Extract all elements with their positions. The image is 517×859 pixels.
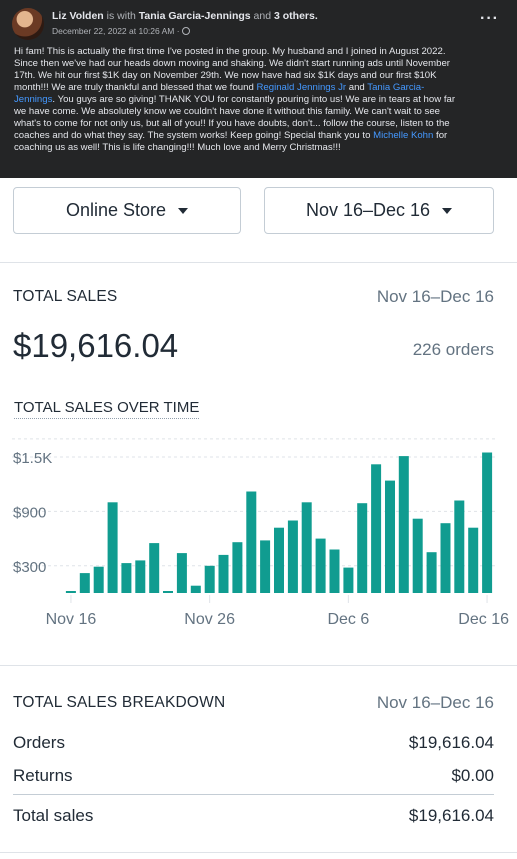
x-tick-label: Nov 16: [46, 611, 97, 628]
returns-row-value: $0.00: [451, 766, 494, 785]
sales-bar[interactable]: [149, 543, 160, 593]
sales-bar[interactable]: [176, 553, 187, 593]
y-tick-label: $1.5K: [13, 450, 52, 467]
sales-bar-chart: $300 $900 $1.5K Nov 16 Nov 26 Dec 6 Dec 16: [12, 438, 509, 628]
sales-bar[interactable]: [260, 540, 271, 593]
sales-bar[interactable]: [426, 552, 437, 593]
sales-bar[interactable]: [329, 549, 340, 594]
total-sales-label: TOTAL SALES: [13, 288, 118, 305]
sales-bar[interactable]: [79, 573, 90, 593]
divider: [0, 665, 517, 666]
divider: [0, 262, 517, 263]
x-tick-label: Dec 6: [327, 611, 369, 628]
sales-bar[interactable]: [190, 585, 201, 593]
post-header: Liz Volden is with Tania Garcia-Jennings…: [52, 10, 318, 22]
sales-bar[interactable]: [357, 503, 368, 593]
avatar[interactable]: [12, 8, 44, 40]
breakdown-range: Nov 16–Dec 16: [376, 693, 494, 712]
mention-link[interactable]: Tania Garcia-: [367, 82, 425, 93]
sales-bar[interactable]: [343, 567, 354, 593]
sales-bar[interactable]: [301, 502, 312, 593]
sales-bar[interactable]: [287, 520, 298, 594]
sales-bar[interactable]: [440, 523, 451, 593]
orders-row-value: $19,616.04: [408, 733, 494, 752]
sales-bar[interactable]: [412, 518, 423, 593]
sales-bar[interactable]: [246, 491, 257, 594]
caret-down-icon: [178, 207, 189, 214]
mention-link[interactable]: Reginald Jennings Jr: [256, 82, 347, 93]
orders-row-label: Orders: [13, 733, 65, 752]
sales-bar[interactable]: [93, 566, 104, 593]
globe-icon: [181, 27, 190, 35]
sales-bar[interactable]: [107, 502, 118, 593]
ellipsis-icon[interactable]: ···: [480, 10, 499, 27]
total-sales-value: $19,616.04: [13, 327, 179, 364]
sales-bar[interactable]: [371, 464, 382, 593]
sales-bar[interactable]: [135, 560, 146, 593]
post-timestamp[interactable]: December 22, 2022 at 10:26 AM ·: [52, 26, 190, 36]
sales-bar[interactable]: [315, 538, 326, 593]
chart-title[interactable]: TOTAL SALES OVER TIME: [14, 399, 200, 419]
sales-bar[interactable]: [232, 542, 243, 593]
divider: [0, 852, 517, 853]
x-tick-label: Nov 26: [184, 611, 235, 628]
sales-bar[interactable]: [385, 480, 395, 593]
divider: [13, 794, 494, 795]
total-sales-range: Nov 16–Dec 16: [376, 287, 494, 306]
mention-link[interactable]: Jennings: [14, 94, 53, 105]
x-tick-label: Dec 16: [458, 611, 509, 628]
sales-bar[interactable]: [65, 591, 76, 593]
mention-link[interactable]: Michelle Kohn: [373, 130, 434, 141]
shopify-analytics-screenshot: Online Store Nov 16–Dec 16 TOTAL SALES N…: [0, 178, 517, 859]
orders-count: 226 orders: [412, 340, 494, 359]
sales-bar[interactable]: [204, 565, 215, 593]
sales-bar[interactable]: [468, 527, 479, 593]
post-body: Hi fam! This is actually the first time …: [14, 46, 456, 153]
sales-bar[interactable]: [274, 527, 284, 593]
tagged-name[interactable]: Tania Garcia-Jennings: [138, 10, 251, 22]
sales-bar[interactable]: [218, 554, 229, 593]
date-range-dropdown[interactable]: Nov 16–Dec 16: [264, 187, 494, 234]
breakdown-label: TOTAL SALES BREAKDOWN: [13, 694, 226, 711]
sales-bar[interactable]: [121, 563, 132, 593]
store-dropdown[interactable]: Online Store: [13, 187, 241, 234]
y-tick-label: $300: [13, 559, 46, 576]
sales-bar[interactable]: [163, 591, 173, 593]
author-name[interactable]: Liz Volden: [52, 10, 104, 22]
facebook-post: Liz Volden is with Tania Garcia-Jennings…: [0, 0, 517, 179]
sales-bar[interactable]: [398, 456, 409, 593]
y-tick-label: $900: [13, 504, 46, 521]
returns-row-label: Returns: [13, 766, 73, 785]
total-sales-row-value: $19,616.04: [408, 806, 494, 825]
caret-down-icon: [442, 207, 453, 214]
sales-bar[interactable]: [482, 452, 493, 594]
sales-bar[interactable]: [454, 500, 465, 594]
total-sales-row-label: Total sales: [13, 806, 94, 825]
tagged-others[interactable]: 3 others.: [273, 10, 318, 22]
